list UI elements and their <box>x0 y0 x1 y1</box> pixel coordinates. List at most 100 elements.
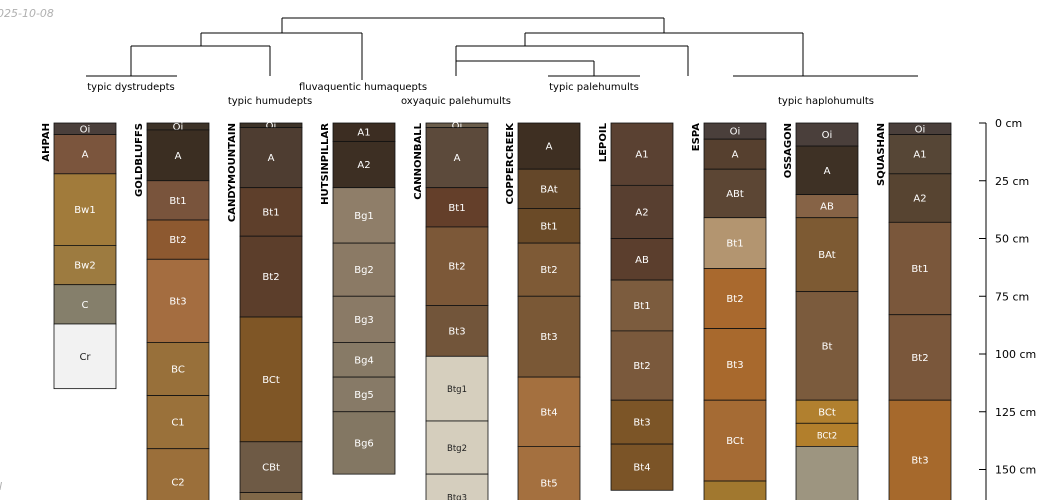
horizon-block <box>888 221 952 316</box>
horizon-label: A <box>268 153 275 164</box>
horizon-label: AB <box>635 255 649 266</box>
corner-label: ll <box>0 480 2 493</box>
horizon-block <box>888 173 952 223</box>
horizon-label: Btg3 <box>447 494 467 500</box>
profile-ossagon: Oi A AB BAt Bt BCt BCt2 OSSAGON <box>783 122 859 500</box>
horizon-label: Bg2 <box>354 265 374 276</box>
horizon-block <box>703 268 767 329</box>
depth-tick-label: 0 cm <box>995 117 1022 130</box>
horizon-block <box>610 184 674 239</box>
taxonomy-group-labels: typic dystrudepts typic humudepts fluvaque… <box>86 75 918 107</box>
group-label: typic haplohumults <box>778 96 874 107</box>
horizon-block <box>703 138 767 170</box>
horizon-label: Bt3 <box>169 296 186 307</box>
horizon-block <box>795 445 859 500</box>
group-label: fluvaquentic humaquepts <box>299 82 427 93</box>
group-label: typic dystrudepts <box>87 82 174 93</box>
horizon-block <box>703 217 767 269</box>
horizon-block <box>239 127 303 189</box>
horizon-block <box>610 279 674 332</box>
horizon-block <box>332 242 396 297</box>
horizon-block <box>332 141 396 189</box>
horizon-label: Bt1 <box>633 301 650 312</box>
horizon-label: C1 <box>171 418 184 429</box>
horizon-label: Bw1 <box>74 205 95 216</box>
profile-squashan: Oi A1 A2 Bt1 Bt2 Bt3 SQUASHAN <box>876 122 952 500</box>
profile-goldbluffs: Oi A Bt1 Bt2 Bt3 BC C1 C2 GOLDBLUFFS <box>134 122 210 500</box>
horizon-label: Bt3 <box>726 360 743 371</box>
horizon-block <box>703 399 767 482</box>
horizon-label: Bt1 <box>169 196 186 207</box>
profile-candymountain: Oi A Bt1 Bt2 BCt CBt CANDYMOUNTAIN <box>227 121 303 500</box>
horizon-block <box>517 445 581 500</box>
horizon-label: Bt1 <box>911 264 928 275</box>
soil-profiles: Oi A Bw1 Bw2 C Cr AHPAH Oi A Bt1 Bt2 Bt3 BC C1 C2 GOLDB… <box>41 121 952 500</box>
group-label: typic palehumults <box>549 82 639 93</box>
horizon-block <box>703 328 767 401</box>
horizon-label: Oi <box>822 130 833 141</box>
horizon-label: Btg2 <box>447 444 467 454</box>
horizon-label: C2 <box>171 478 184 489</box>
horizon-block <box>610 330 674 401</box>
horizon-block <box>425 420 489 475</box>
profile-coppercreek: A BAt Bt1 Bt2 Bt3 Bt4 Bt5 COPPERCREEK <box>505 122 581 500</box>
horizon-label: Bt4 <box>540 407 557 418</box>
horizon-label: Bt2 <box>448 262 465 273</box>
horizon-block <box>239 441 303 493</box>
horizon-block <box>146 219 210 260</box>
horizon-label: Oi <box>80 124 91 135</box>
horizon-block <box>517 122 581 170</box>
depth-tick-label: 100 cm <box>995 348 1036 361</box>
horizon-block <box>610 399 674 445</box>
horizon-block <box>239 235 303 318</box>
horizon-block <box>888 399 952 500</box>
horizon-label: A <box>546 142 553 153</box>
horizon-block <box>239 492 303 500</box>
horizon-label: Bt2 <box>262 272 279 283</box>
horizon-label: Bg4 <box>354 355 374 366</box>
horizon-block <box>146 395 210 450</box>
horizon-label: BAt <box>818 250 836 261</box>
horizon-block <box>239 316 303 443</box>
horizon-label: Bt3 <box>911 456 928 467</box>
horizon-label: Bt2 <box>169 235 186 246</box>
horizon-block <box>239 187 303 237</box>
horizon-block <box>888 314 952 401</box>
horizon-label: A <box>82 150 89 161</box>
horizon-block <box>517 295 581 378</box>
horizon-label: BAt <box>540 184 558 195</box>
horizon-label: BCt <box>818 407 836 418</box>
group-label: oxyaquic palehumults <box>401 96 511 107</box>
horizon-block <box>53 323 117 390</box>
profile-name-label: CANDYMOUNTAIN <box>227 123 238 222</box>
horizon-block <box>146 448 210 500</box>
horizon-label: Bg5 <box>354 390 374 401</box>
horizon-block <box>146 258 210 343</box>
depth-tick-label: 150 cm <box>995 464 1036 477</box>
horizon-label: A <box>824 166 831 177</box>
profile-name-label: AHPAH <box>41 123 52 162</box>
horizon-label: Oi <box>173 122 184 133</box>
depth-tick-label: 75 cm <box>995 290 1029 303</box>
horizon-block <box>425 305 489 357</box>
horizon-label: Oi <box>266 121 277 132</box>
horizon-label: Cr <box>79 352 91 363</box>
horizon-label: A1 <box>635 150 648 161</box>
horizon-block <box>146 129 210 182</box>
horizon-label: Bt5 <box>540 479 557 490</box>
horizon-block <box>53 284 117 325</box>
horizon-block <box>517 168 581 209</box>
horizon-label: BC <box>171 365 185 376</box>
horizon-block <box>888 134 952 175</box>
profile-name-label: GOLDBLUFFS <box>134 123 145 197</box>
horizon-block <box>53 245 117 286</box>
dendrogram <box>130 17 804 80</box>
profile-name-label: OSSAGON <box>783 123 794 178</box>
profile-name-label: ESPA <box>691 123 702 151</box>
horizon-label: Bg1 <box>354 211 374 222</box>
horizon-block <box>795 217 859 293</box>
depth-tick-label: 50 cm <box>995 233 1029 246</box>
horizon-label: Bt3 <box>448 326 465 337</box>
horizon-label: Bt2 <box>540 265 557 276</box>
